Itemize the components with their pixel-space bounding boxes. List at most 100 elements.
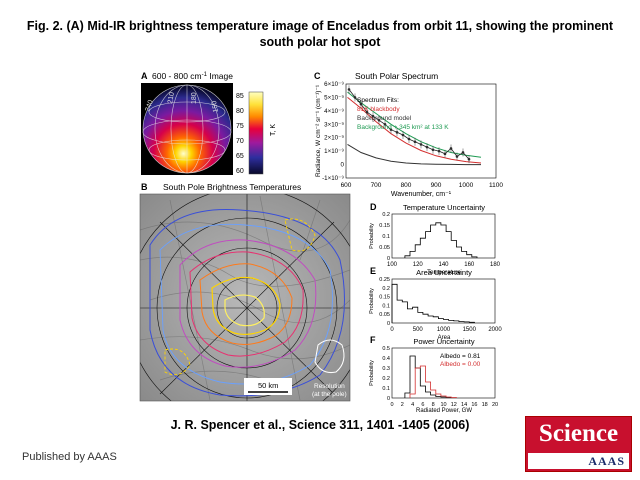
e-x-tick: 2000	[488, 327, 502, 333]
e-x-tick: 500	[413, 327, 424, 333]
f-x-tick: 4	[411, 402, 414, 408]
c-y-tick: 2×10⁻⁹	[324, 135, 344, 142]
svg-text:150: 150	[211, 100, 220, 113]
f-x-tick: 10	[440, 402, 446, 408]
e-histogram	[391, 283, 475, 323]
d-xlabel: Temperature	[427, 270, 461, 276]
d-x-tick: 100	[387, 262, 398, 268]
resolution-footprint	[314, 339, 345, 373]
f-y-tick: 0.2	[382, 376, 390, 382]
c-x-tick: 600	[341, 182, 352, 189]
f-x-tick: 8	[432, 402, 435, 408]
f-title: Power Uncertainty	[413, 337, 475, 346]
scale-bar-label: 50 km	[258, 381, 278, 390]
figure-caption: Fig. 2. (A) Mid-IR brightness temperatur…	[26, 19, 614, 49]
f-x-tick: 20	[492, 402, 498, 408]
colorbar-tick: 85	[236, 93, 244, 100]
f-y-tick: 0.1	[382, 386, 390, 392]
f-ylabel: Probability	[369, 360, 375, 386]
panel-b-title: South Pole Brightness Temperatures	[163, 182, 301, 192]
c-y-tick: 3×10⁻⁹	[324, 121, 344, 128]
f-y-tick: 0.4	[382, 356, 390, 362]
d-y-ticks: 0 0.05 0.1 0.15 0.2	[379, 212, 390, 262]
citation: J. R. Spencer et al., Science 311, 1401 …	[170, 418, 470, 432]
f-y-tick: 0	[387, 396, 390, 402]
c-series	[347, 85, 482, 166]
c-y-tick: 6×10⁻⁹	[324, 81, 344, 88]
e-y-tick: 0.1	[382, 303, 390, 309]
d-title: Temperature Uncertainty	[403, 203, 485, 212]
colorbar	[248, 91, 264, 175]
f-x-tick: 14	[461, 402, 467, 408]
panel-b: B South Pole Brightness Temperatures	[139, 182, 351, 402]
colorbar-tick: 80	[236, 108, 244, 115]
c-series-line	[347, 97, 482, 164]
c-y-tick: -1×10⁻⁹	[322, 175, 344, 182]
svg-text:240: 240	[144, 99, 155, 112]
d-y-tick: 0.15	[379, 223, 390, 229]
c-legend-item: Background model	[357, 115, 412, 122]
e-title: Area Uncertainty	[416, 268, 472, 277]
e-x-tick: 1000	[437, 327, 451, 333]
c-ylabel: Radiance, W cm⁻² sr⁻¹ (cm⁻¹)⁻¹	[315, 84, 322, 177]
colorbar-tick: 75	[236, 123, 244, 130]
c-x-tick: 800	[401, 182, 412, 189]
c-legend-item: Background + 345 km² at 133 K	[357, 124, 449, 131]
c-y-tick: 5×10⁻⁹	[324, 94, 344, 101]
d-x-tick: 140	[438, 262, 449, 268]
f-xlabel: Radiated Power, GW	[416, 408, 472, 414]
d-x-tick: 120	[413, 262, 424, 268]
d-x-tick: 180	[490, 262, 501, 268]
panel-e-letter: E	[370, 266, 376, 276]
c-x-tick: 700	[371, 182, 382, 189]
f-y-tick: 0.5	[382, 346, 390, 352]
svg-text:180: 180	[191, 92, 198, 104]
logo-aaas: AAAS	[588, 454, 625, 468]
image-grid-labels: 240 210 180 150	[144, 92, 220, 113]
d-x-tick: 160	[464, 262, 475, 268]
d-y-tick: 0.1	[382, 234, 390, 240]
d-bars	[404, 222, 478, 258]
panel-d: D Temperature Uncertainty 0 0.05 0.1 0.15 0.…	[369, 202, 501, 276]
c-x-tick: 1000	[459, 182, 474, 189]
panel-c-title: South Polar Spectrum	[355, 71, 438, 81]
science-logo[interactable]: Science AAAS	[525, 416, 632, 472]
panel-a-label: 600 - 800 cm-1 Image	[152, 71, 233, 81]
plot-f-frame	[391, 347, 496, 399]
d-y-tick: 0.05	[379, 245, 390, 251]
scale-bar-box	[244, 378, 292, 395]
panel-a: A 600 - 800 cm-1 Image 240 210 180 150 8…	[141, 71, 277, 175]
e-ylabel: Probability	[369, 288, 375, 314]
c-legend-item: 81K blackbody	[357, 106, 400, 113]
f-x-tick: 18	[482, 402, 488, 408]
plot-e-frame	[391, 278, 496, 324]
d-histogram	[404, 222, 478, 258]
c-y-tick: 0	[341, 162, 345, 169]
panel-c: C South Polar Spectrum -1×10⁻⁹ 0 1×10⁻⁹ 2×1…	[314, 71, 503, 198]
f-x-ticks: 0 2 4 6 8 10 12 14 16 18 20	[390, 402, 498, 408]
f-bars	[404, 355, 457, 398]
c-legend-header: Spectrum Fits:	[357, 97, 399, 104]
colorbar-tick: 65	[236, 153, 244, 160]
f-y-tick: 0.3	[382, 366, 390, 372]
colorbar-tick: 60	[236, 168, 244, 175]
e-xlabel: Area	[438, 335, 451, 341]
c-series-line	[347, 91, 482, 158]
f-x-tick: 12	[451, 402, 457, 408]
f-y-ticks: 0 0.1 0.2 0.3 0.4 0.5	[382, 346, 390, 402]
d-y-tick: 0	[387, 256, 390, 262]
f-x-tick: 16	[471, 402, 477, 408]
e-y-tick: 0.15	[379, 295, 390, 301]
d-ylabel: Probability	[369, 223, 375, 249]
e-y-tick: 0.2	[382, 286, 390, 292]
e-y-tick: 0.25	[379, 277, 390, 283]
resolution-sublabel: (at the pole)	[312, 391, 347, 398]
panel-e: E Area Uncertainty 0 0.05 0.1 0.15 0.2 0.25 0…	[369, 266, 502, 341]
colorbar-tick: 70	[236, 138, 244, 145]
e-y-tick: 0	[387, 321, 390, 327]
c-y-tick: 1×10⁻⁹	[324, 148, 344, 155]
d-y-tick: 0.2	[382, 212, 390, 218]
published-by: Published by AAAS	[22, 451, 117, 463]
c-series-line	[347, 143, 481, 166]
